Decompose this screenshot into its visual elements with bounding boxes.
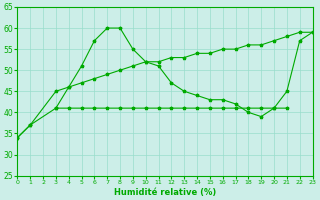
X-axis label: Humidité relative (%): Humidité relative (%) <box>114 188 216 197</box>
